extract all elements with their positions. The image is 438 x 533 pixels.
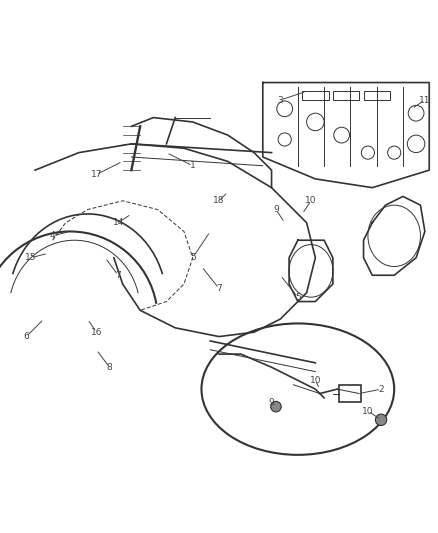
Circle shape — [271, 401, 281, 412]
Text: 6: 6 — [23, 332, 29, 341]
Text: 5: 5 — [295, 293, 301, 302]
Text: 7: 7 — [216, 284, 222, 293]
Text: 8: 8 — [106, 363, 113, 372]
Text: 10: 10 — [310, 376, 321, 385]
Circle shape — [375, 414, 387, 425]
Bar — [339, 385, 361, 402]
Text: 11: 11 — [419, 95, 431, 104]
Text: 1: 1 — [190, 161, 196, 170]
Text: 18: 18 — [213, 196, 225, 205]
Text: 10: 10 — [362, 407, 374, 416]
Text: 7: 7 — [115, 271, 121, 280]
Bar — [364, 91, 390, 100]
Bar — [333, 91, 359, 100]
Bar — [302, 91, 328, 100]
Text: 4: 4 — [50, 231, 55, 240]
Text: 14: 14 — [113, 218, 124, 227]
Text: 15: 15 — [25, 253, 36, 262]
Text: 16: 16 — [91, 328, 102, 337]
Text: 2: 2 — [378, 385, 384, 394]
Text: 17: 17 — [91, 170, 102, 179]
Text: 3: 3 — [277, 95, 283, 104]
Text: 9: 9 — [268, 398, 275, 407]
Text: 9: 9 — [273, 205, 279, 214]
Text: 5: 5 — [190, 253, 196, 262]
Text: 10: 10 — [305, 196, 317, 205]
